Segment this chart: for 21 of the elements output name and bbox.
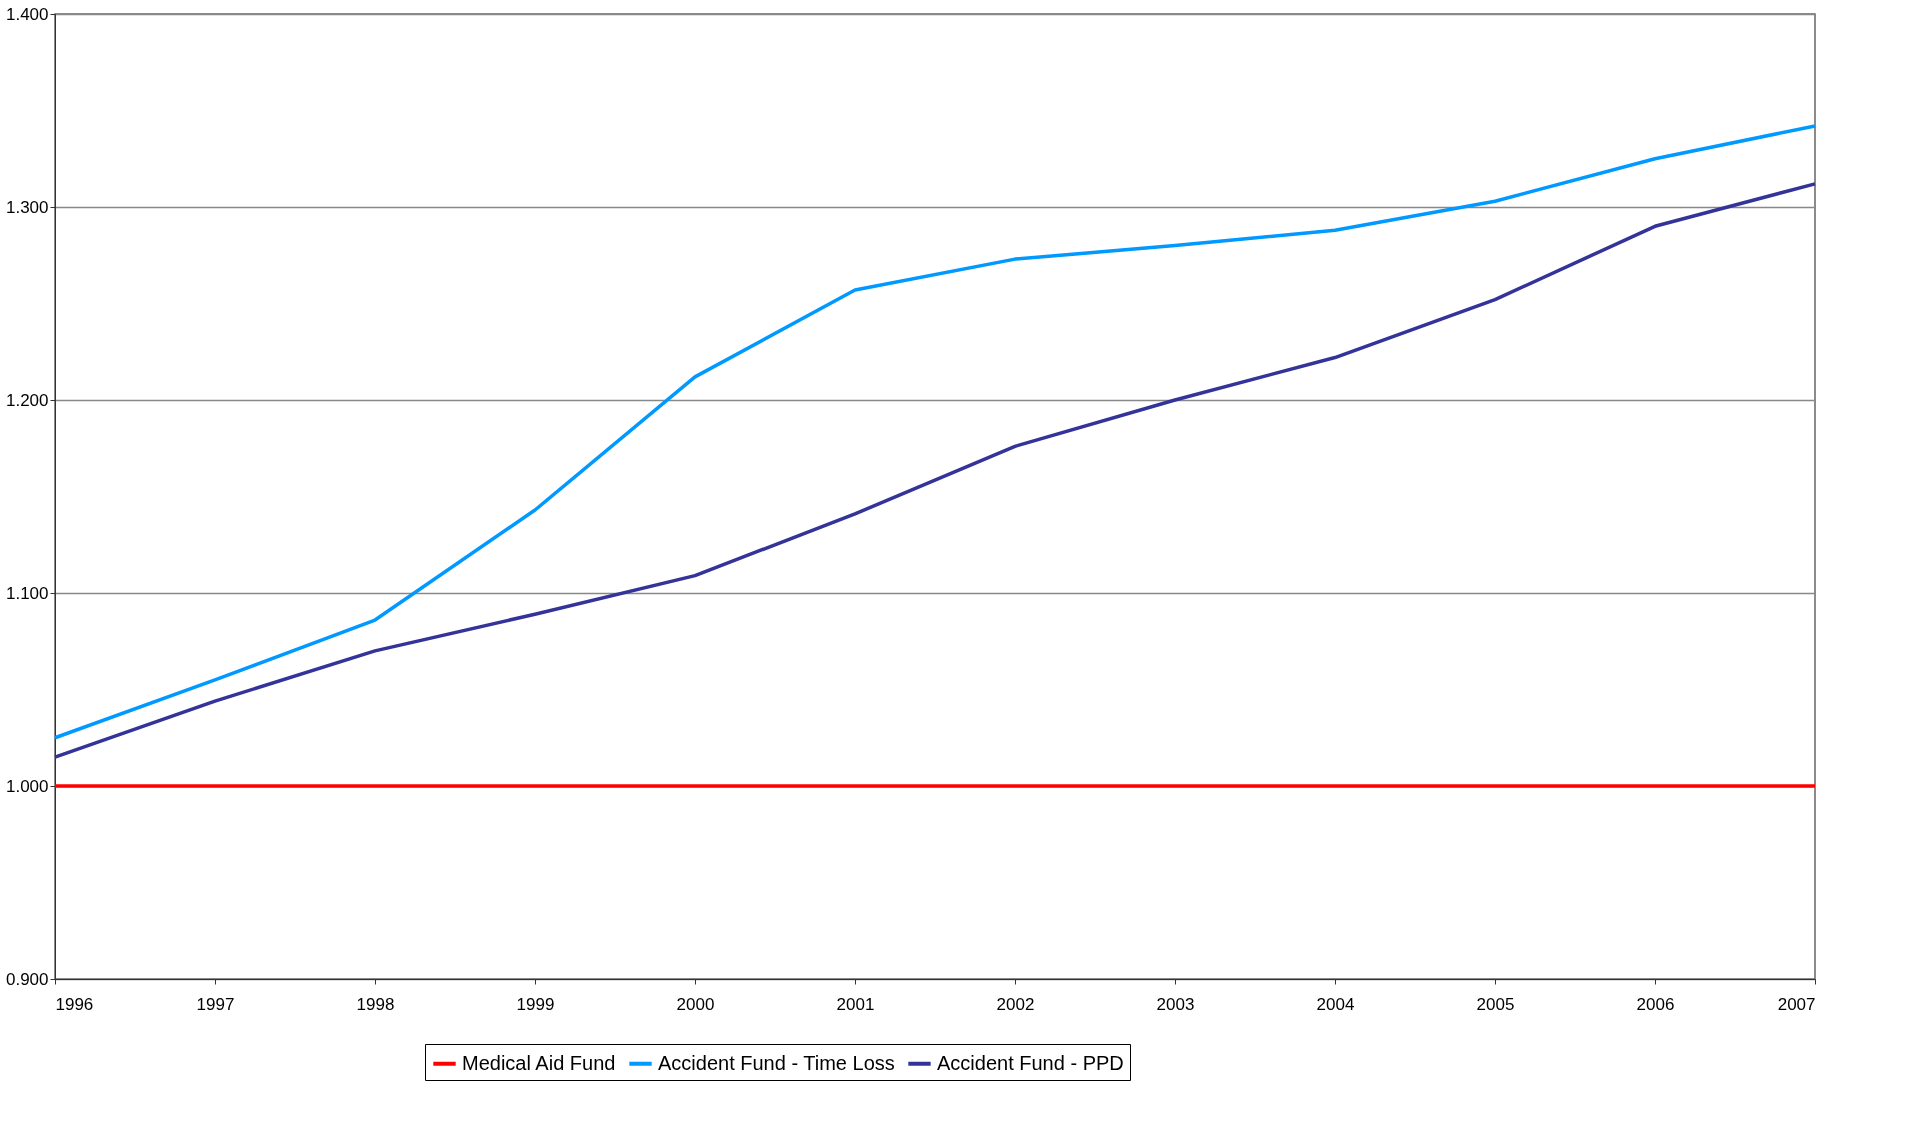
x-tick-label: 2001 [836,994,875,1014]
y-tick-label: 1.400 [5,4,49,24]
x-tick-label: 2003 [1156,994,1195,1014]
y-tick-label: 1.300 [5,197,49,217]
y-tick-label: 1.200 [5,390,49,410]
x-tick-label: 2004 [1316,994,1355,1014]
x-tick-label: 2000 [676,994,715,1014]
x-tick-label: 2005 [1476,994,1515,1014]
x-tick-label: 2002 [996,994,1035,1014]
y-tick-label: 1.000 [5,776,49,796]
y-tick-label: 0.900 [5,969,49,989]
x-tick-label: 1999 [516,994,555,1014]
x-tick-label: 1997 [196,994,235,1014]
x-tick-label: 2007 [1777,994,1816,1014]
legend-label: Accident Fund - Time Loss [658,1051,895,1074]
y-tick-label: 1.100 [5,583,49,603]
x-tick-label: 2006 [1636,994,1675,1014]
legend-label: Medical Aid Fund [462,1051,616,1074]
legend-label: Accident Fund - PPD [937,1051,1124,1074]
x-tick-label: 1996 [55,994,94,1014]
x-tick-label: 1998 [356,994,395,1014]
